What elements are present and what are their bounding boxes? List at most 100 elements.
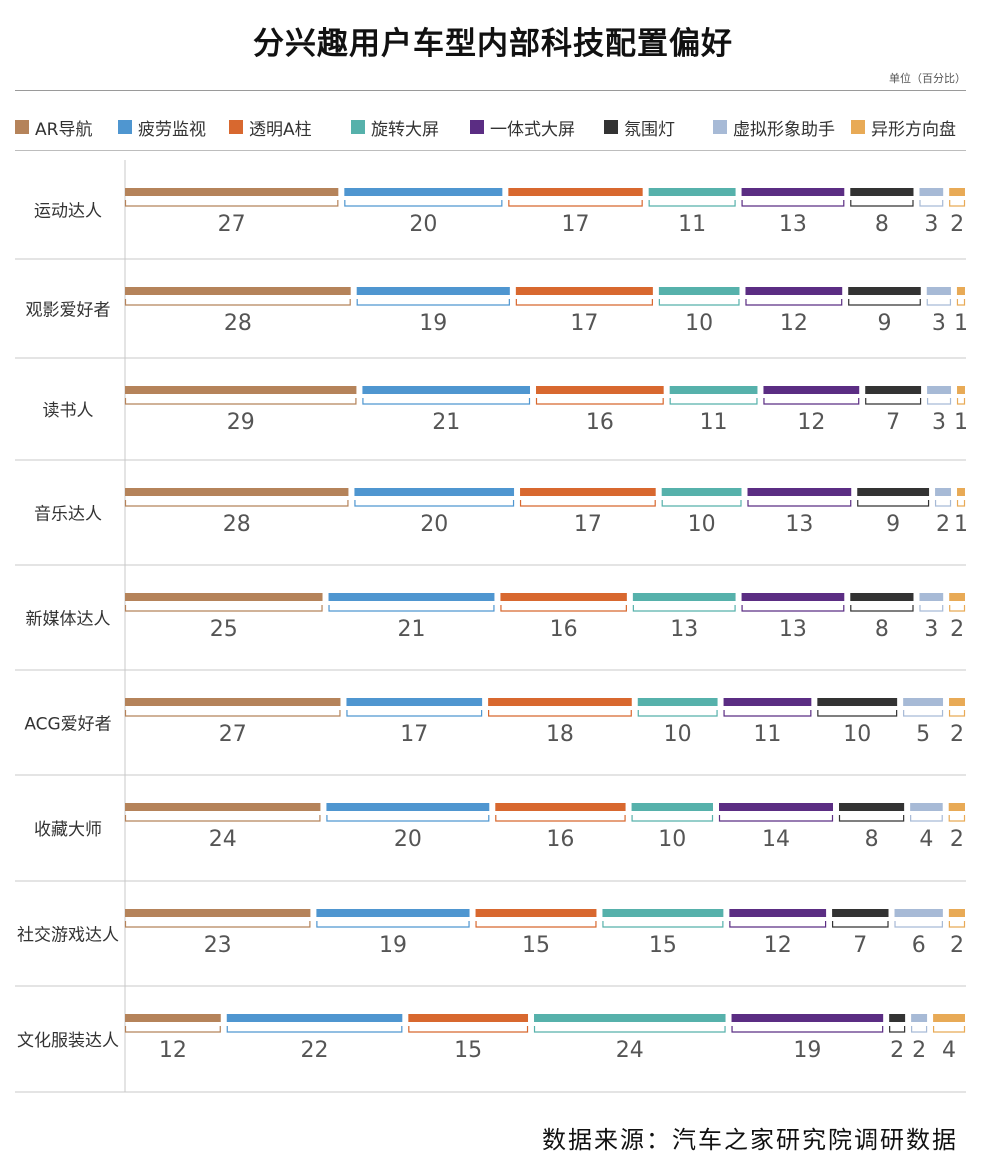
category-label: 读书人 <box>43 401 94 421</box>
bar-segment <box>956 287 965 295</box>
bar-segment <box>948 803 965 811</box>
legend-label: 氛围灯 <box>624 119 675 140</box>
bar-segment <box>534 1014 726 1022</box>
unit-note: 单位（百分比） <box>889 72 966 85</box>
value-label: 13 <box>779 617 807 642</box>
bar-bracket <box>741 605 845 612</box>
value-label: 5 <box>916 722 930 747</box>
value-label: 11 <box>678 212 706 237</box>
legend-swatch <box>713 120 727 134</box>
chart-title: 分兴趣用户车型内部科技配置偏好 <box>253 26 733 62</box>
bar-bracket <box>500 605 627 612</box>
bar-segment <box>508 188 643 196</box>
value-label: 21 <box>397 617 425 642</box>
top-divider <box>15 90 966 91</box>
legend-item: 异形方向盘 <box>851 116 956 140</box>
bar-segment <box>328 593 495 601</box>
category-label: 观影爱好者 <box>26 300 111 320</box>
category-label: 文化服装达人 <box>17 1031 119 1051</box>
category-label: 新媒体达人 <box>26 610 111 630</box>
bar-segment <box>661 488 742 496</box>
bar-bracket <box>956 500 966 507</box>
bar-segment <box>515 287 653 295</box>
value-label: 8 <box>865 827 879 852</box>
legend-label: 异形方向盘 <box>871 119 956 140</box>
bar-bracket <box>495 815 626 822</box>
bar-segment <box>741 188 845 196</box>
value-label: 20 <box>409 212 437 237</box>
bar-segment <box>948 909 965 917</box>
bar-bracket <box>344 200 503 207</box>
bar-segment <box>520 488 656 496</box>
bar-bracket <box>956 398 966 405</box>
bar-segment <box>850 593 914 601</box>
bar-bracket <box>934 500 952 507</box>
category-label: 收藏大师 <box>34 820 102 840</box>
bar-bracket <box>948 921 966 928</box>
value-label: 19 <box>793 1038 821 1063</box>
bar-segment <box>903 698 944 706</box>
bar-bracket <box>316 921 470 928</box>
bar-bracket <box>949 200 966 207</box>
category-label: 运动达人 <box>34 201 102 221</box>
legend-swatch <box>118 120 132 134</box>
bar-segment <box>747 488 852 496</box>
bar-segment <box>344 188 503 196</box>
bar-bracket <box>831 921 889 928</box>
bar-segment <box>731 1014 884 1022</box>
value-label: 24 <box>209 827 237 852</box>
legend-item: 旋转大屏 <box>351 116 439 140</box>
bar-bracket <box>919 605 944 612</box>
bar-segment <box>817 698 898 706</box>
value-label: 23 <box>204 933 232 958</box>
value-label: 28 <box>224 311 252 336</box>
bar-bracket <box>741 200 845 207</box>
value-label: 12 <box>764 933 792 958</box>
bar-segment <box>865 386 922 394</box>
category-label: 社交游戏达人 <box>17 926 119 946</box>
bar-bracket <box>124 398 357 405</box>
value-label: 20 <box>394 827 422 852</box>
bar-bracket <box>747 500 852 507</box>
bar-segment <box>125 593 323 601</box>
bar-bracket <box>632 605 736 612</box>
legend-item: 疲劳监视 <box>118 116 206 140</box>
legend-swatch <box>851 120 865 134</box>
value-label: 4 <box>919 827 933 852</box>
value-label: 8 <box>875 617 889 642</box>
value-label: 27 <box>219 722 247 747</box>
bar-bracket <box>903 710 944 717</box>
bar-segment <box>362 386 530 394</box>
bar-segment <box>723 698 812 706</box>
bar-bracket <box>124 200 339 207</box>
value-label: 2 <box>950 212 964 237</box>
bar-segment <box>488 698 632 706</box>
bar-bracket <box>723 710 812 717</box>
bar-bracket <box>948 815 966 822</box>
value-label: 15 <box>522 933 550 958</box>
bar-bracket <box>124 710 341 717</box>
bar-bracket <box>362 398 531 405</box>
bar-segment <box>949 188 965 196</box>
source-note: 数据来源：汽车之家研究院调研数据 <box>542 1126 958 1154</box>
bar-segment <box>669 386 758 394</box>
bar-bracket <box>326 815 490 822</box>
bar-bracket <box>533 1026 726 1033</box>
bar-bracket <box>948 710 966 717</box>
value-label: 8 <box>875 212 889 237</box>
bar-segment <box>745 287 843 295</box>
bar-bracket <box>508 200 643 207</box>
bar-bracket <box>817 710 898 717</box>
value-label: 10 <box>658 827 686 852</box>
bar-segment <box>326 803 490 811</box>
bar-segment <box>911 1014 928 1022</box>
value-label: 2 <box>890 1038 904 1063</box>
value-label: 25 <box>210 617 238 642</box>
value-label: 6 <box>912 933 926 958</box>
value-label: 9 <box>886 512 900 537</box>
legend-label: AR导航 <box>35 119 93 140</box>
bar-segment <box>125 1014 221 1022</box>
legend-swatch <box>470 120 484 134</box>
bar-bracket <box>718 815 834 822</box>
